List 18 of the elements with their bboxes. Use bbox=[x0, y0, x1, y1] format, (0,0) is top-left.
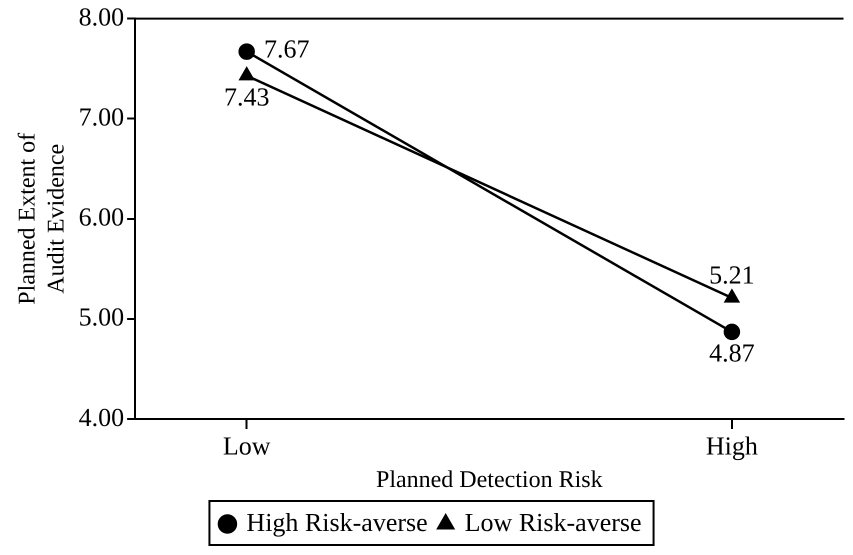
data-label: 4.87 bbox=[709, 338, 755, 368]
y-tick-label: 4.00 bbox=[78, 402, 124, 432]
x-tick-label: High bbox=[706, 431, 758, 460]
legend-label: High Risk-averse bbox=[246, 508, 428, 537]
point bbox=[724, 324, 740, 340]
y-tick-label: 8.00 bbox=[78, 2, 124, 32]
y-tick-label: 7.00 bbox=[78, 102, 124, 132]
legend-label: Low Risk-averse bbox=[464, 508, 642, 537]
y-tick-label: 6.00 bbox=[78, 202, 124, 232]
data-label: 7.67 bbox=[264, 34, 310, 64]
x-tick-label: Low bbox=[222, 431, 271, 460]
y-axis-title: Planned Extent of Audit Evidence bbox=[14, 132, 70, 305]
data-label: 5.21 bbox=[709, 260, 755, 290]
x-axis-title: Planned Detection Risk bbox=[376, 466, 603, 493]
point bbox=[724, 290, 740, 303]
data-label: 7.43 bbox=[224, 82, 270, 112]
y-tick-label: 5.00 bbox=[78, 302, 124, 332]
point bbox=[238, 43, 255, 60]
